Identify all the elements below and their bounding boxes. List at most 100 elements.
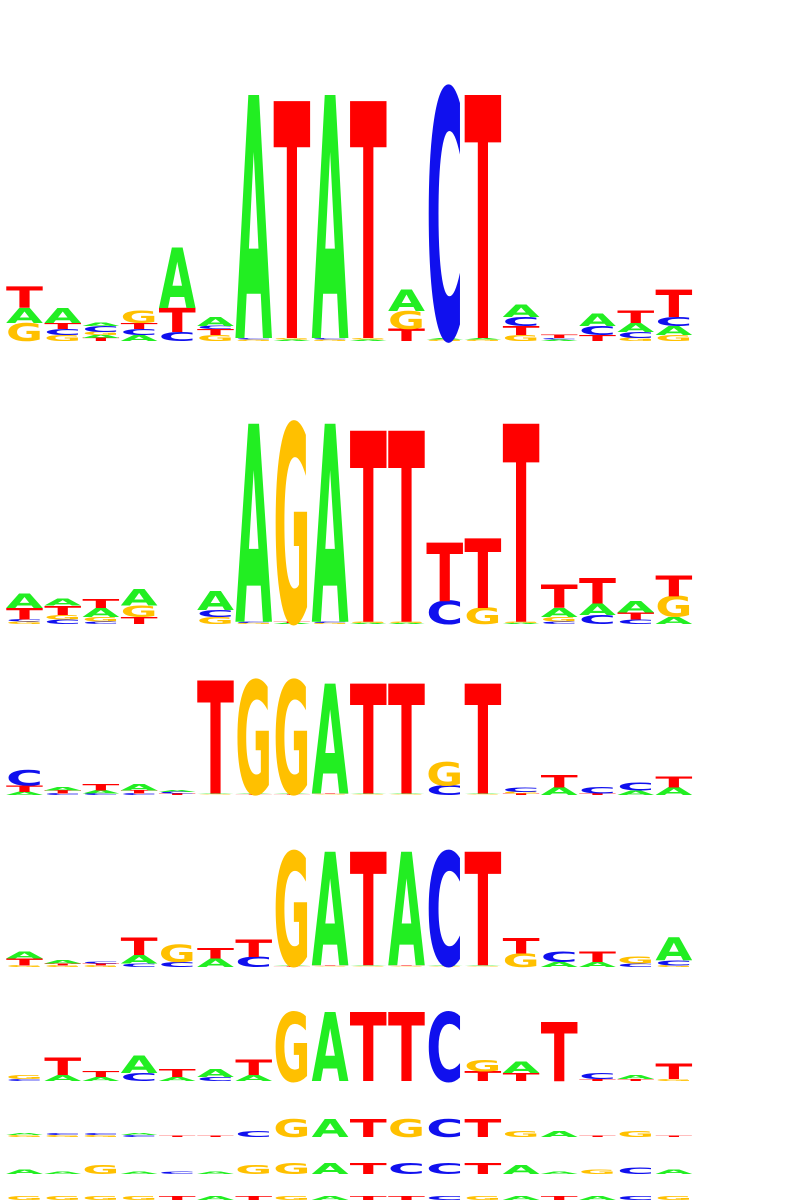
logo-4-col-9-letter-A: A — [312, 822, 349, 1003]
logo-7-col-11-letter-C: C — [388, 1160, 425, 1178]
logo-1-col-7-letter-A: A — [235, 30, 272, 418]
logo-2-col-3-letter-T: T — [82, 596, 119, 611]
logo-8-col-10-letter-T: T — [350, 1195, 388, 1200]
logo-4-col-16-letter-T: T — [579, 949, 616, 965]
logo-3-col-8-letter-G: G — [273, 650, 310, 831]
logo-4-col-8-letter-G: G — [273, 823, 310, 1004]
logo-6-col-14-letter-G: G — [503, 1130, 540, 1139]
logo-7-col-1-letter-A: A — [6, 1168, 44, 1175]
logo-6-col-2-letter-C: C — [44, 1133, 81, 1136]
logo-5-col-12-letter-C: C — [426, 994, 463, 1104]
logo-8-col-9-letter-A: A — [312, 1195, 350, 1200]
logo-5-col-15-letter-T: T — [541, 1007, 578, 1101]
logo-7-col-17-letter-C: C — [617, 1165, 654, 1176]
logo-7-col-13-letter-T: T — [464, 1160, 501, 1178]
logo-4-col-11-letter-A: A — [388, 822, 425, 1003]
logo-1-col-17-letter-T: T — [617, 308, 655, 327]
logo-7-col-5-letter-C: C — [159, 1171, 196, 1175]
logo-2-col-8-letter-G: G — [273, 369, 310, 686]
logo-8-col-4-letter-G: G — [121, 1195, 158, 1200]
logo-2-col-9-letter-A: A — [312, 370, 349, 686]
logo-5-col-16-letter-C: C — [579, 1071, 616, 1081]
logo-3-col-14-letter-C: C — [503, 786, 540, 793]
logo-3-col-11-letter-T: T — [388, 654, 425, 830]
logo-2-col-6-letter-A: A — [197, 587, 234, 617]
logo-7-col-7-letter-G: G — [235, 1163, 272, 1177]
logo-4-col-3-letter-C: C — [82, 961, 119, 964]
logo-5-col-8-letter-G: G — [273, 993, 310, 1104]
logo-8-col-7-letter-T: T — [235, 1195, 273, 1200]
logo-1-col-10-letter-T: T — [350, 37, 387, 415]
logo-5-col-7-letter-T: T — [235, 1055, 272, 1080]
logo-7-col-2-letter-A: A — [44, 1171, 82, 1175]
logo-5-col-11-letter-T: T — [388, 994, 425, 1104]
logo-3-col-15-letter-T: T — [541, 772, 579, 792]
logo-4-col-4-letter-T: T — [121, 933, 159, 961]
logo-1-col-15-letter-T: T — [541, 334, 579, 339]
logo-1-col-18-letter-T: T — [655, 282, 692, 325]
logo-8-col-12-letter-C: C — [426, 1195, 463, 1200]
logo-7-col-15-letter-A: A — [541, 1171, 579, 1175]
logo-7-col-16-letter-G: G — [579, 1168, 616, 1175]
logo-1-col-3-letter-A: A — [82, 322, 120, 327]
logo-5-col-2-letter-T: T — [44, 1053, 81, 1081]
logo-8-col-6-letter-A: A — [197, 1195, 235, 1200]
logo-7-col-10-letter-T: T — [350, 1160, 387, 1178]
logo-2-col-18-letter-T: T — [655, 571, 692, 604]
logo-7-col-18-letter-A: A — [655, 1168, 693, 1175]
logo-7-col-12-letter-C: C — [426, 1160, 463, 1178]
logo-8-col-16-letter-A: A — [579, 1195, 617, 1200]
logo-4-col-5-letter-G: G — [159, 941, 196, 968]
logo-5-col-9-letter-A: A — [312, 993, 349, 1104]
logo-7-col-8-letter-G: G — [273, 1160, 310, 1178]
logo-1-col-4-letter-G: G — [121, 308, 158, 328]
logo-8-col-8-letter-G: G — [273, 1195, 310, 1200]
logo-7-col-3-letter-G: G — [82, 1163, 119, 1177]
logo-3-col-3-letter-T: T — [82, 783, 120, 793]
logo-3-col-18-letter-T: T — [655, 774, 692, 791]
logo-8-col-1-letter-G: G — [6, 1195, 43, 1200]
logo-2-col-17-letter-A: A — [617, 598, 655, 616]
logo-2-col-15-letter-T: T — [541, 579, 579, 616]
logo-1-col-13-letter-T: T — [464, 30, 501, 418]
logo-8-col-2-letter-G: G — [44, 1195, 81, 1200]
logo-4-col-13-letter-T: T — [464, 821, 501, 1003]
logo-6-col-3-letter-C: C — [82, 1133, 119, 1136]
logo-3-col-13-letter-T: T — [464, 654, 501, 830]
logo-1-col-11-letter-A: A — [388, 284, 425, 318]
logo-5-col-10-letter-T: T — [350, 994, 387, 1104]
logo-motif-6: GAGCGCCAT T C G A T G C T G A T G T — [6, 1114, 692, 1144]
logo-8-col-14-letter-A: A — [503, 1195, 541, 1200]
logo-2-col-4-letter-A: A — [121, 585, 158, 611]
logo-3-col-12-letter-G: G — [426, 757, 463, 794]
logo-2-col-16-letter-T: T — [579, 571, 616, 612]
logo-motif-1: GATGCTATAGCAACTGCTAGTCAGCA AGT GCA AGT TGAGA… — [6, 20, 693, 419]
logo-4-col-10-letter-T: T — [350, 821, 387, 1003]
logo-7-col-6-letter-A: A — [197, 1171, 235, 1175]
logo-5-col-13-letter-G: G — [464, 1056, 501, 1075]
logo-6-col-15-letter-A: A — [541, 1130, 579, 1139]
logo-6-col-10-letter-T: T — [350, 1114, 387, 1143]
logo-2-col-12-letter-T: T — [426, 528, 463, 620]
logo-4-col-2-letter-A: A — [44, 959, 82, 965]
logo-7-col-4-letter-A: A — [121, 1171, 159, 1175]
logo-1-col-8-letter-T: T — [273, 37, 310, 415]
logo-4-col-1-letter-A: A — [6, 950, 43, 961]
logo-5-col-17-letter-A: A — [617, 1074, 655, 1080]
logo-1-col-12-letter-C: C — [426, 20, 463, 419]
logo-6-col-7-letter-C: C — [235, 1130, 272, 1139]
logo-6-col-13-letter-T: T — [464, 1114, 501, 1143]
logo-6-col-12-letter-C: C — [426, 1114, 463, 1143]
logo-1-col-1-letter-T: T — [6, 282, 43, 315]
logo-6-col-8-letter-G: G — [273, 1114, 310, 1143]
logo-3-col-17-letter-C: C — [617, 780, 654, 793]
logo-6-col-17-letter-G: G — [617, 1130, 654, 1139]
logo-1-col-14-letter-A: A — [503, 302, 540, 321]
logo-3-col-1-letter-C: C — [6, 766, 43, 791]
logo-1-col-9-letter-A: A — [312, 30, 349, 418]
logo-3-col-7-letter-G: G — [235, 650, 272, 831]
logo-3-col-4-letter-A: A — [121, 783, 159, 793]
logo-6-col-11-letter-G: G — [388, 1114, 425, 1143]
